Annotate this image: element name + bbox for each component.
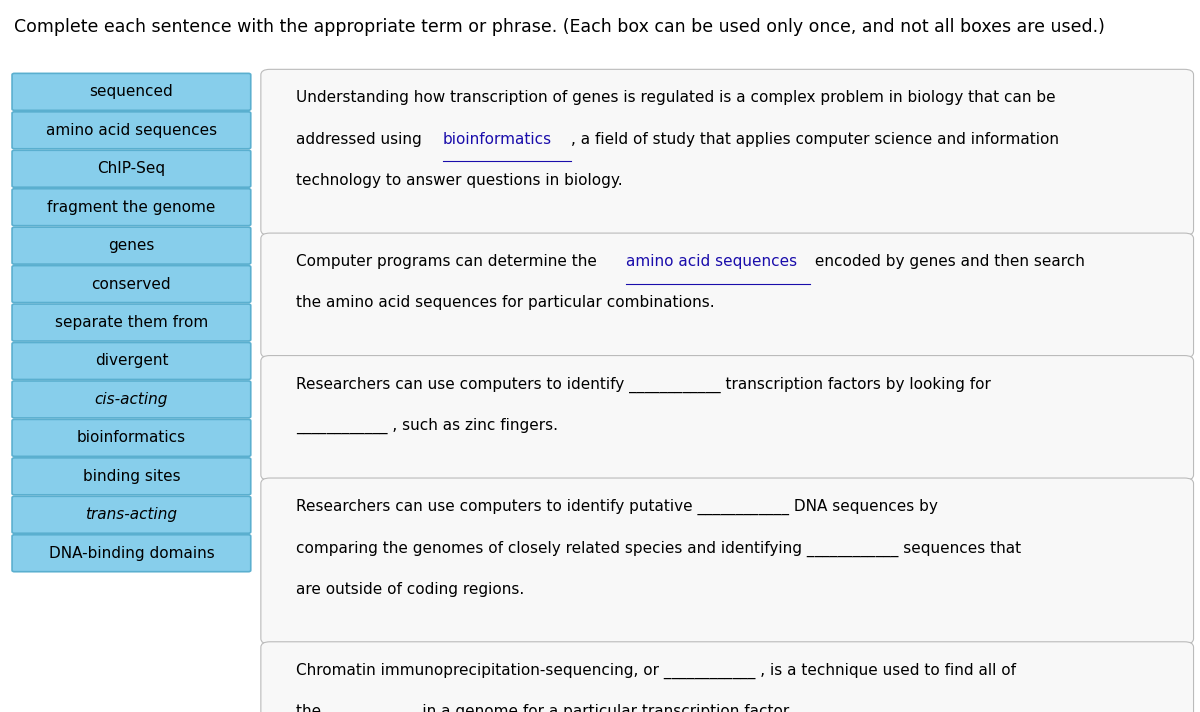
FancyBboxPatch shape [260,355,1194,481]
Text: bioinformatics: bioinformatics [443,132,552,147]
Text: bioinformatics: bioinformatics [77,430,186,446]
Text: , a field of study that applies computer science and information: , a field of study that applies computer… [571,132,1060,147]
FancyBboxPatch shape [12,227,251,264]
FancyBboxPatch shape [12,458,251,495]
FancyBboxPatch shape [12,381,251,418]
Text: are outside of coding regions.: are outside of coding regions. [296,582,524,597]
Text: amino acid sequences: amino acid sequences [626,254,798,269]
Text: cis-acting: cis-acting [95,392,168,407]
FancyBboxPatch shape [12,266,251,303]
Text: fragment the genome: fragment the genome [47,199,216,215]
Text: comparing the genomes of closely related species and identifying ____________ se: comparing the genomes of closely related… [296,540,1021,557]
Text: Researchers can use computers to identify putative ____________ DNA sequences by: Researchers can use computers to identif… [296,499,938,515]
Text: DNA-binding domains: DNA-binding domains [48,545,215,561]
Text: binding sites: binding sites [83,468,180,484]
FancyBboxPatch shape [260,478,1194,644]
Text: Computer programs can determine the: Computer programs can determine the [296,254,602,269]
FancyBboxPatch shape [12,419,251,456]
FancyBboxPatch shape [12,112,251,149]
Text: encoded by genes and then search: encoded by genes and then search [810,254,1085,269]
Text: Understanding how transcription of genes is regulated is a complex problem in bi: Understanding how transcription of genes… [296,90,1056,105]
Text: the amino acid sequences for particular combinations.: the amino acid sequences for particular … [296,295,715,310]
FancyBboxPatch shape [260,233,1194,358]
Text: Researchers can use computers to identify ____________ transcription factors by : Researchers can use computers to identif… [296,377,991,393]
Text: genes: genes [108,238,155,253]
Text: amino acid sequences: amino acid sequences [46,122,217,138]
FancyBboxPatch shape [260,69,1194,236]
Text: Chromatin immunoprecipitation-sequencing, or ____________ , is a technique used : Chromatin immunoprecipitation-sequencing… [296,663,1016,679]
FancyBboxPatch shape [260,642,1194,712]
Text: ____________ , such as zinc fingers.: ____________ , such as zinc fingers. [296,418,558,434]
FancyBboxPatch shape [12,189,251,226]
Text: sequenced: sequenced [90,84,173,100]
Text: separate them from: separate them from [55,315,208,330]
Text: trans-acting: trans-acting [85,507,178,523]
FancyBboxPatch shape [12,304,251,341]
Text: ChIP-Seq: ChIP-Seq [97,161,166,177]
Text: divergent: divergent [95,353,168,369]
FancyBboxPatch shape [12,496,251,533]
FancyBboxPatch shape [12,535,251,572]
Text: the ____________ in a genome for a particular transcription factor.: the ____________ in a genome for a parti… [296,704,793,712]
Text: technology to answer questions in biology.: technology to answer questions in biolog… [296,173,623,188]
FancyBboxPatch shape [12,342,251,379]
FancyBboxPatch shape [12,150,251,187]
Text: Complete each sentence with the appropriate term or phrase. (Each box can be use: Complete each sentence with the appropri… [14,18,1105,36]
Text: conserved: conserved [91,276,172,292]
Text: addressed using: addressed using [296,132,427,147]
FancyBboxPatch shape [12,73,251,110]
